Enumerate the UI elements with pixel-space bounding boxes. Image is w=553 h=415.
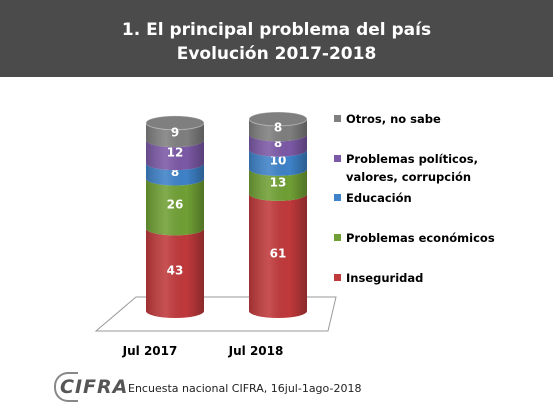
data-label: 26 [167, 197, 184, 211]
data-label: 8 [171, 165, 179, 179]
legend-label: Problemas políticos, [346, 152, 478, 166]
bar-segment-otros-no-sabe-jul-2017 [145, 115, 205, 148]
legend-swatch [334, 234, 341, 241]
legend-label: Problemas económicos [346, 231, 495, 245]
bar-segment-inseguridad-jul-2017 [146, 228, 204, 318]
data-label: 10 [270, 153, 287, 167]
data-label: 9 [171, 125, 179, 139]
title-banner: 1. El principal problema del país Evoluc… [0, 0, 553, 77]
data-label: 8 [274, 136, 282, 150]
legend-item-problemas-economicos: Problemas económicos [334, 231, 495, 245]
cifra-logo: CIFRA [54, 372, 128, 402]
category-label: Jul 2018 [228, 344, 284, 358]
chart-title: 1. El principal problema del país [121, 20, 432, 40]
bar-segment-problemas-politicos-valores-corrupcion-jul-2017 [146, 140, 204, 171]
legend-swatch [334, 274, 341, 281]
data-label: 12 [167, 146, 184, 160]
bar-segment-otros-no-sabe-jul-2018 [248, 111, 308, 142]
bar-segment-problemas-economicos-jul-2017 [146, 178, 204, 236]
legend-item-otros-no-sabe: Otros, no sabe [334, 112, 441, 126]
bar-segment-educacion-jul-2017 [146, 163, 204, 186]
data-label: 8 [274, 121, 282, 135]
chart-subtitle: Evolución 2017-2018 [176, 44, 377, 64]
legend-swatch [334, 194, 341, 201]
legend-swatch [334, 115, 341, 122]
category-label: Jul 2017 [122, 344, 178, 358]
bar-segment-educacion-jul-2018 [249, 149, 307, 176]
legend-label: Educación [346, 191, 412, 205]
bar-segment-problemas-economicos-jul-2018 [249, 168, 307, 201]
data-label: 61 [270, 246, 287, 260]
legend-label: Otros, no sabe [346, 112, 441, 126]
bar-segment-problemas-politicos-valores-corrupcion-jul-2018 [249, 134, 307, 157]
legend-item-inseguridad: Inseguridad [334, 271, 423, 285]
legend-label: valores, corrupción [346, 170, 471, 184]
legend-label: Inseguridad [346, 271, 423, 285]
legend-item-educacion: Educación [334, 191, 412, 205]
source-note: Encuesta nacional CIFRA, 16jul-1ago-2018 [128, 382, 362, 395]
legend-swatch [334, 155, 341, 162]
bar-segment-inseguridad-jul-2018 [249, 193, 307, 318]
legend-item-problemas-politicos-valores-corrupcion: Problemas políticos, valores, corrupción [334, 152, 478, 184]
data-label: 43 [167, 264, 184, 278]
data-label: 13 [270, 175, 287, 189]
